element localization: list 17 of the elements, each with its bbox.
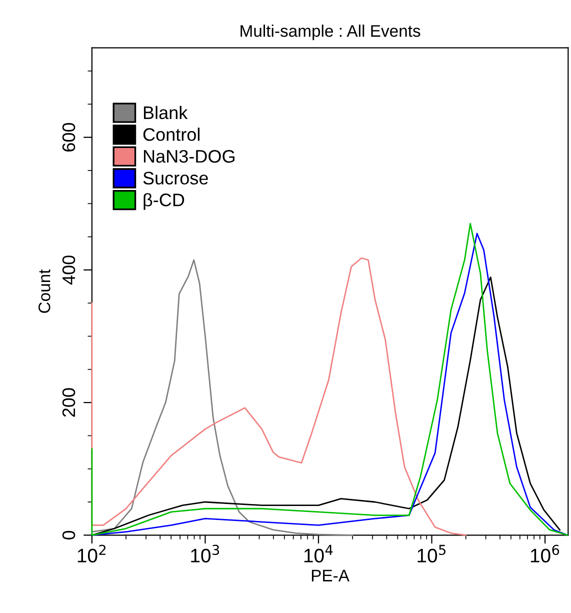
chart-title: Multi-sample : All Events	[240, 24, 420, 40]
legend-label: β-CD	[144, 193, 184, 210]
legend-label: Control	[143, 128, 200, 141]
x-axis-title: PE-A	[312, 570, 350, 582]
x-tick-label: 10$^{3}$	[191, 544, 220, 562]
y-tick-label: 0	[62, 530, 76, 540]
legend-label: NaN3-DOG	[144, 150, 234, 163]
x-tick-label: 10$^{2}$	[78, 544, 106, 562]
x-tick-label: 10$^{5}$	[418, 544, 446, 562]
y-tick-label: 400	[62, 256, 76, 285]
x-tick-label: 10$^{6}$	[530, 544, 560, 562]
legend-label: Sucrose	[143, 172, 208, 185]
y-tick-label: 600	[62, 122, 76, 152]
y-tick-label: 200	[62, 388, 76, 417]
legend-label: Blank	[144, 106, 188, 120]
x-tick-label: 10$^{4}$	[304, 544, 333, 562]
y-axis-title: Count	[38, 269, 50, 313]
